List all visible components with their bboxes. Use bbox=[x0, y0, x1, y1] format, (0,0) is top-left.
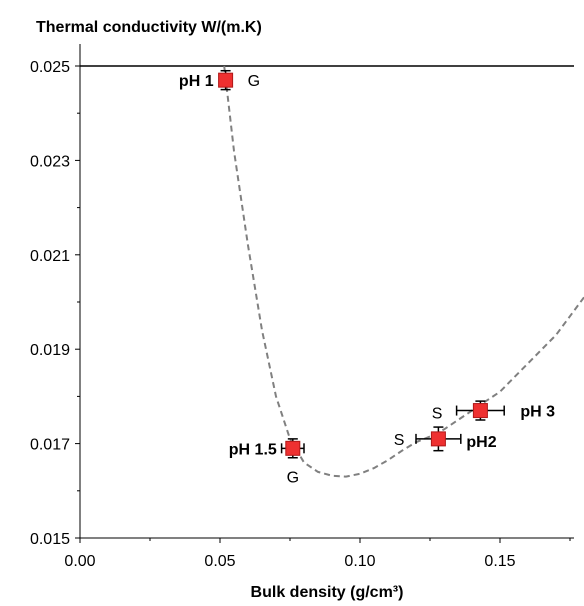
point-label: pH 1 bbox=[179, 73, 214, 90]
fit-curve-group bbox=[223, 65, 584, 478]
data-point-marker bbox=[430, 431, 446, 447]
point-label: pH 3 bbox=[520, 404, 555, 421]
morphology-label: G bbox=[248, 73, 260, 90]
y-tick-label: 0.021 bbox=[30, 248, 70, 265]
y-tick-label: 0.017 bbox=[30, 437, 70, 454]
y-tick-label: 0.019 bbox=[30, 342, 70, 359]
morphology-label: S bbox=[432, 406, 443, 423]
y-ticks: 0.015 0.017 0.019 0.021 0.023 0.025 bbox=[30, 59, 80, 548]
x-tick-label: 0.05 bbox=[204, 553, 235, 570]
x-tick-label: 0.00 bbox=[64, 553, 95, 570]
morphology-label: G bbox=[287, 469, 299, 486]
y-tick-label: 0.023 bbox=[30, 153, 70, 170]
y-tick-label: 0.025 bbox=[30, 59, 70, 76]
fit-curve bbox=[223, 65, 584, 478]
data-point-marker bbox=[472, 403, 488, 419]
point-label: pH 1.5 bbox=[229, 441, 277, 458]
y-axis-title: Thermal conductivity W/(m.K) bbox=[36, 19, 262, 36]
y-tick-label: 0.015 bbox=[30, 531, 70, 548]
data-point-marker bbox=[285, 440, 301, 456]
x-ticks: 0.00 0.05 0.10 0.15 bbox=[64, 538, 571, 570]
data-point-marker bbox=[218, 72, 234, 88]
x-axis-title: Bulk density (g/cm³) bbox=[251, 584, 404, 601]
point-label: pH2 bbox=[466, 434, 496, 451]
x-tick-label: 0.10 bbox=[344, 553, 375, 570]
morphology-label: S bbox=[394, 432, 405, 449]
x-tick-label: 0.15 bbox=[484, 553, 515, 570]
